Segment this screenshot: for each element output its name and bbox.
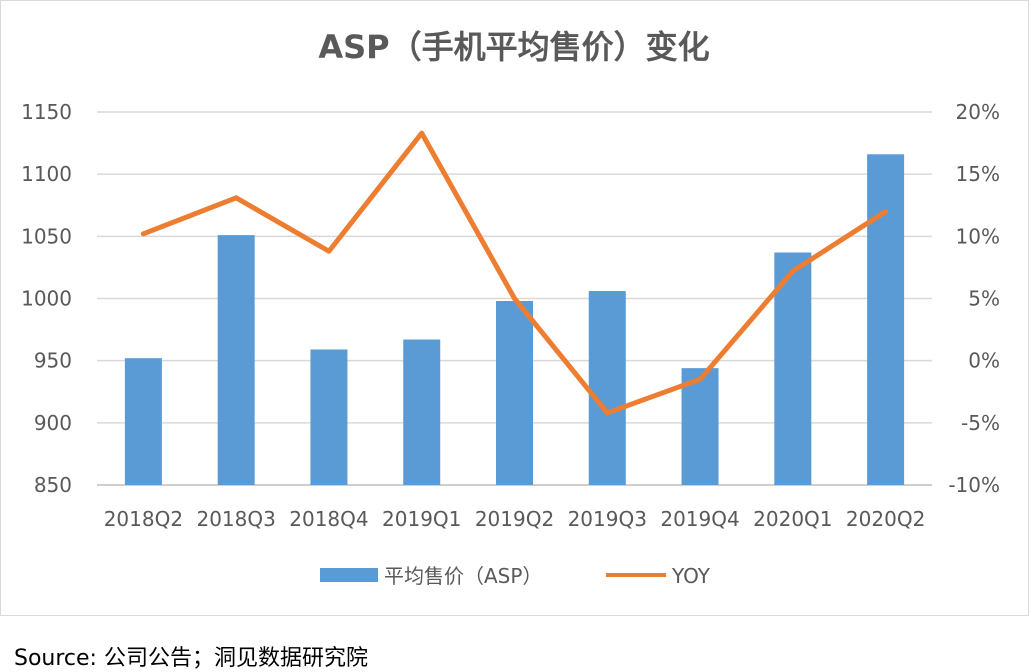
legend-label-asp: 平均售价（ASP）: [384, 564, 542, 588]
x-tick-label: 2019Q2: [475, 507, 554, 531]
x-tick-label: 2019Q4: [660, 507, 739, 531]
left-tick-label: 1050: [21, 224, 72, 248]
bar-2018Q3: [217, 235, 255, 485]
left-axis: 850 900 950 1000 1050 1100 1150: [21, 100, 72, 497]
bar-2019Q2: [496, 300, 533, 485]
left-tick-label: 850: [34, 473, 72, 497]
x-tick-label: 2018Q4: [289, 507, 368, 531]
bar-2019Q1: [403, 339, 441, 485]
left-tick-label: 900: [34, 411, 72, 435]
left-tick-label: 1150: [21, 100, 72, 124]
legend: 平均售价（ASP） YOY: [320, 564, 711, 588]
right-axis: -10% -5% 0% 5% 10% 15% 20%: [948, 100, 1000, 497]
chart-title: ASP（手机平均售价）变化: [318, 28, 709, 66]
chart: ASP（手机平均售价）变化 8509009501000105011001150 …: [21, 28, 1000, 588]
x-tick-label: 2019Q3: [568, 507, 647, 531]
right-tick-label: 15%: [956, 162, 1000, 186]
bar-2020Q1: [774, 252, 812, 485]
bar-2019Q4: [681, 368, 719, 485]
x-axis: 2018Q2 2018Q3 2018Q4 2019Q1 2019Q2 2019Q3 2019…: [104, 507, 926, 531]
x-tick-label: 2020Q2: [846, 507, 925, 531]
yoy-line: [140, 130, 889, 416]
bar-2018Q4: [310, 349, 348, 485]
legend-swatch-asp: [320, 568, 378, 582]
right-tick-label: 20%: [956, 100, 1000, 124]
x-tick-label: 2018Q2: [104, 507, 183, 531]
bar-2019Q3: [588, 291, 626, 485]
left-tick-label: 1000: [21, 287, 72, 311]
bar-2020Q2: [867, 154, 905, 486]
right-tick-label: -10%: [948, 473, 1000, 497]
legend-label-yoy: YOY: [671, 564, 711, 588]
x-tick-label: 2020Q1: [753, 507, 832, 531]
x-tick-label: 2018Q3: [196, 507, 275, 531]
right-tick-label: 5%: [968, 287, 1000, 311]
x-tick-label: 2019Q1: [382, 507, 461, 531]
right-tick-label: 0%: [968, 349, 1000, 373]
left-tick-label: 950: [34, 349, 72, 373]
yoy-series: [140, 130, 889, 416]
right-tick-label: 10%: [956, 224, 1000, 248]
left-tick-label: 1100: [21, 162, 72, 186]
bar-2018Q2: [124, 358, 162, 485]
bar-series: [124, 154, 905, 486]
source-note: Source: 公司公告；洞见数据研究院: [14, 646, 368, 671]
right-tick-label: -5%: [961, 411, 1000, 435]
